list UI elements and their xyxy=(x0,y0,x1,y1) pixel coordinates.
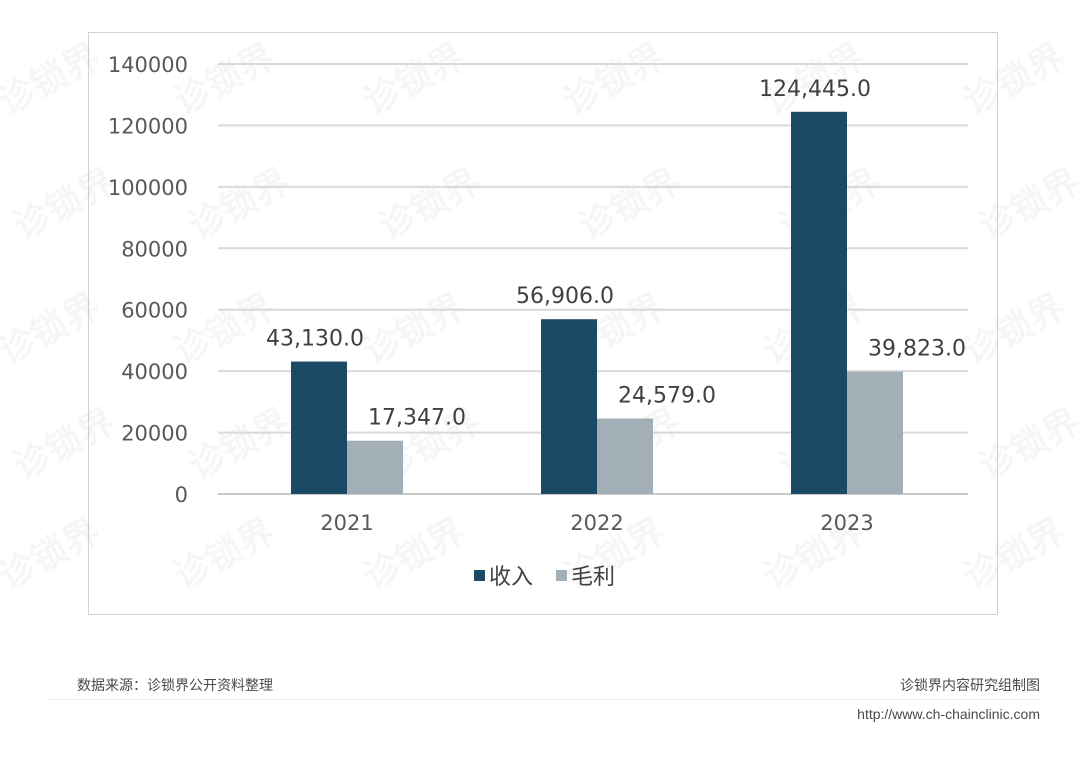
bar-收入-2023 xyxy=(791,111,847,495)
legend-label-毛利: 毛利 xyxy=(571,565,615,590)
legend-swatch-收入 xyxy=(474,570,485,581)
legend: 收入 毛利 xyxy=(474,565,615,590)
watermark-text: 诊锁界 xyxy=(0,511,107,598)
watermark-text: 诊锁界 xyxy=(182,401,297,488)
watermark-text: 诊锁界 xyxy=(957,36,1072,123)
watermark-text: 诊锁界 xyxy=(372,161,487,248)
watermark-text: 诊锁界 xyxy=(182,161,297,248)
data-label-收入-2021: 43,130.0 xyxy=(266,327,364,352)
data-label-收入-2022: 56,906.0 xyxy=(516,284,614,309)
watermark-text: 诊锁界 xyxy=(357,36,472,123)
footer-divider xyxy=(48,699,1040,700)
data-label-收入-2023: 124,445.0 xyxy=(759,77,871,102)
data-labels: 43,130.0 17,347.0 56,906.0 24,579.0 124,445.… xyxy=(266,77,966,431)
legend-swatch-毛利 xyxy=(556,570,567,581)
y-tick-label: 140000 xyxy=(108,53,188,77)
y-tick-label: 0 xyxy=(175,483,188,507)
x-tick-label: 2022 xyxy=(570,511,623,535)
watermark-text: 诊锁界 xyxy=(957,286,1072,373)
watermark-text: 诊锁界 xyxy=(0,36,107,123)
bar-毛利-2021 xyxy=(347,440,403,494)
x-tick-label: 2023 xyxy=(820,511,873,535)
y-tick-label: 40000 xyxy=(121,360,188,384)
watermark-text: 诊锁界 xyxy=(7,401,122,488)
bar-收入-2021 xyxy=(291,361,347,494)
chart-credit: 诊锁界内容研究组制图 xyxy=(900,678,1040,694)
data-label-毛利-2022: 24,579.0 xyxy=(618,384,716,409)
bar-毛利-2023 xyxy=(847,371,903,494)
x-axis-ticks: 2021 2022 2023 xyxy=(320,511,873,535)
y-axis-ticks: 0 20000 40000 60000 80000 100000 120000 140000 xyxy=(108,53,188,507)
y-tick-label: 120000 xyxy=(108,114,188,138)
y-tick-label: 80000 xyxy=(121,237,188,261)
legend-label-收入: 收入 xyxy=(489,565,533,590)
x-tick-label: 2021 xyxy=(320,511,373,535)
watermark-text: 诊锁界 xyxy=(972,401,1080,488)
source-note: 数据来源：诊锁界公开资料整理 xyxy=(77,678,273,694)
watermark-text: 诊锁界 xyxy=(572,161,687,248)
bar-毛利-2022 xyxy=(597,418,653,494)
y-tick-label: 20000 xyxy=(121,422,188,446)
data-label-毛利-2023: 39,823.0 xyxy=(868,337,966,362)
bars xyxy=(291,111,903,495)
y-tick-label: 100000 xyxy=(108,176,188,200)
watermark-text: 诊锁界 xyxy=(972,161,1080,248)
data-label-毛利-2021: 17,347.0 xyxy=(368,406,466,431)
watermark-text: 诊锁界 xyxy=(357,511,472,598)
watermark-text: 诊锁界 xyxy=(957,511,1072,598)
watermark-text: 诊锁界 xyxy=(167,511,282,598)
watermark-text: 诊锁界 xyxy=(0,286,107,373)
bar-收入-2022 xyxy=(541,319,597,494)
watermark-text: 诊锁界 xyxy=(7,161,122,248)
y-tick-label: 60000 xyxy=(121,299,188,323)
website-url[interactable]: http://www.ch-chainclinic.com xyxy=(857,706,1040,722)
watermark-text: 诊锁界 xyxy=(167,36,282,123)
watermark-text: 诊锁界 xyxy=(357,286,472,373)
watermark-text: 诊锁界 xyxy=(557,36,672,123)
